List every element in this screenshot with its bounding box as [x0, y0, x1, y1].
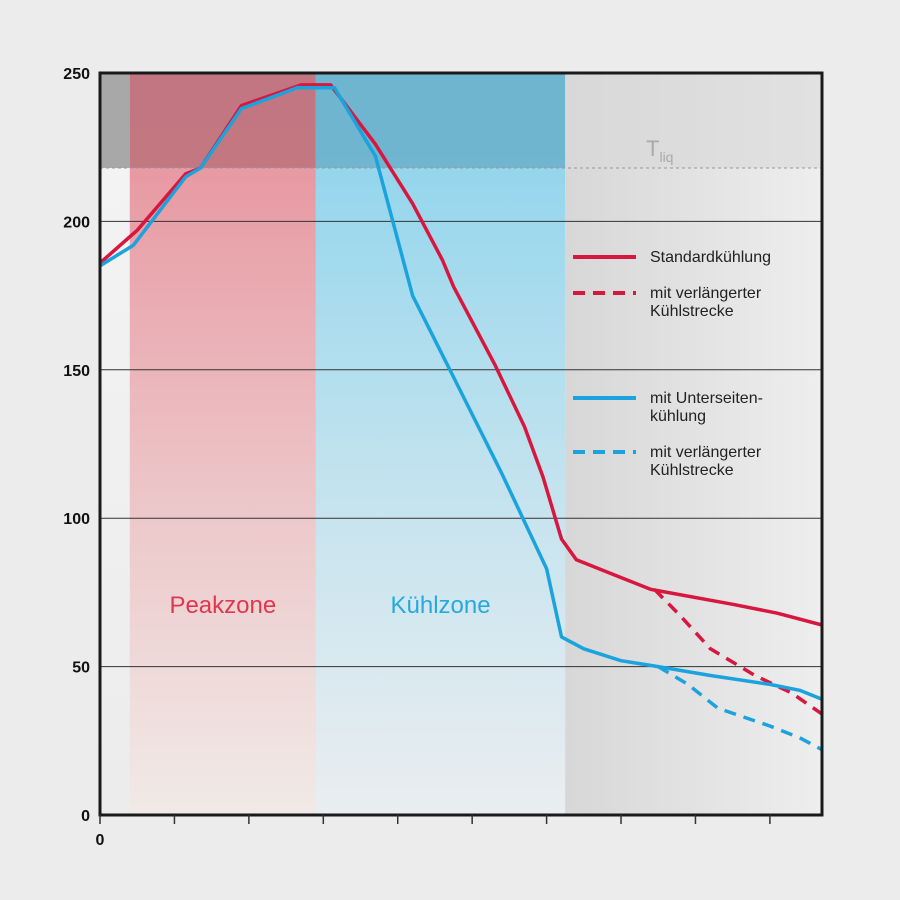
series-layer [98, 83, 824, 752]
legend-label: Kühlstrecke [650, 303, 734, 320]
plot-frame [98, 71, 824, 817]
tliq-sub: liq [659, 149, 673, 165]
series-line-1 [653, 588, 824, 716]
tliq-label: Tliq [646, 136, 673, 165]
zone-band-above-tliq [129, 73, 316, 168]
legend-label: mit verlängerter [650, 285, 762, 302]
x-tick-label: 0 [96, 832, 105, 849]
y-tick-label: 0 [81, 808, 90, 825]
axes-layer: 0 50 100 150 200 250 0 [63, 66, 824, 849]
legend-label: Kühlstrecke [650, 462, 734, 479]
legend-label: kühlung [650, 408, 706, 425]
legend-label: mit Unterseiten- [650, 390, 763, 407]
y-tick-label: 50 [72, 660, 90, 677]
y-tick-label: 250 [63, 66, 90, 83]
y-tick-label: 100 [63, 511, 90, 528]
y-tick-label: 200 [63, 214, 90, 231]
series-line-3 [657, 665, 823, 752]
zone-label: Kühlzone [390, 592, 490, 619]
grid-layer: Tliq [100, 136, 822, 668]
legend-label: Standardkühlung [650, 249, 771, 266]
zone-band [100, 73, 130, 815]
zone-band-above-tliq [565, 73, 822, 168]
y-tick-label: 150 [63, 363, 90, 380]
zone-label: Peakzone [169, 592, 276, 619]
zone-band [565, 73, 822, 815]
tliq-main: T [646, 136, 659, 161]
series-line-2 [99, 86, 823, 701]
zone-band-above-tliq [100, 73, 130, 168]
legend-label: mit verlängerter [650, 444, 762, 461]
zone-band [315, 73, 566, 815]
zone-band [129, 73, 316, 815]
